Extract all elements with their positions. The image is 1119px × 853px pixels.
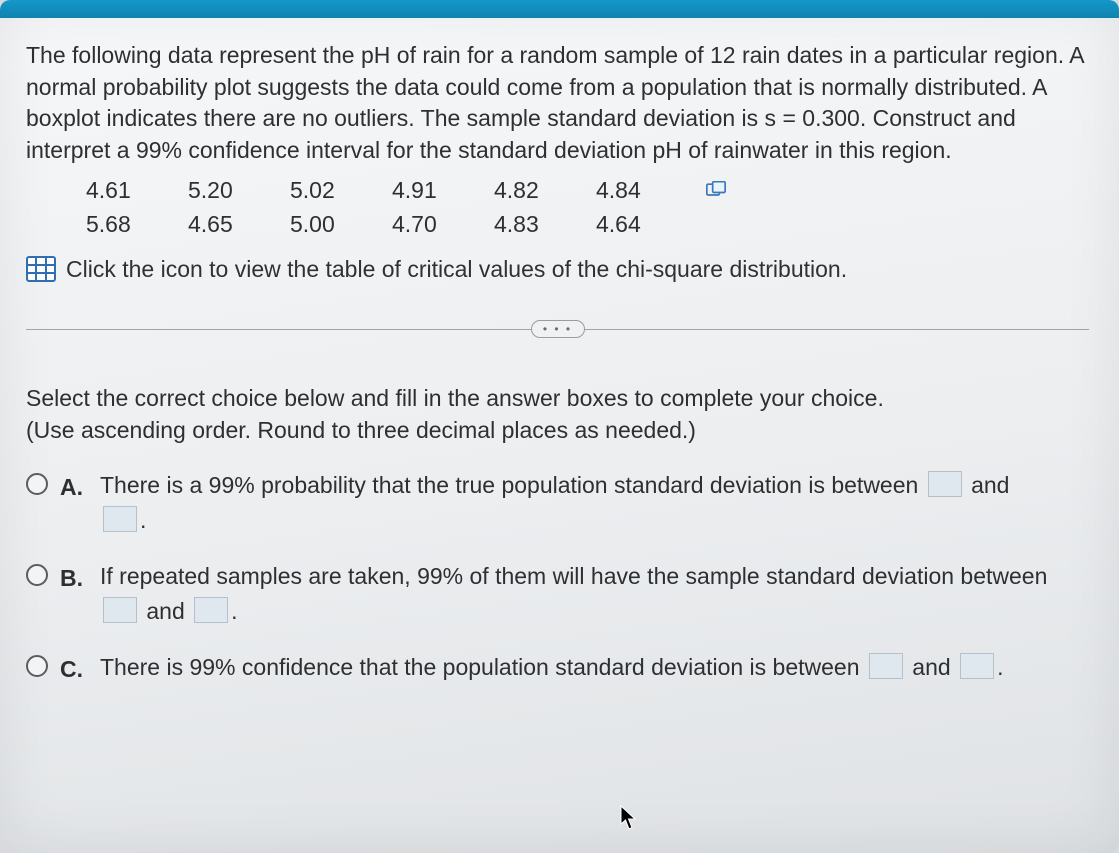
answer-blank[interactable] bbox=[103, 597, 137, 623]
radio-b[interactable] bbox=[26, 564, 48, 586]
chi-square-table-link[interactable]: Click the icon to view the table of crit… bbox=[26, 256, 1089, 283]
data-cell: 4.70 bbox=[392, 207, 450, 242]
instruction-line-1: Select the correct choice below and fill… bbox=[26, 383, 1089, 415]
data-row-2: 5.68 4.65 5.00 4.70 4.83 4.64 bbox=[86, 207, 1089, 242]
data-cell: 4.61 bbox=[86, 173, 144, 208]
window-topbar bbox=[0, 0, 1119, 18]
data-values-block: 4.61 5.20 5.02 4.91 4.82 4.84 5.68 4.65 … bbox=[86, 173, 1089, 242]
question-panel: The following data represent the pH of r… bbox=[0, 0, 1119, 853]
choice-a-post: . bbox=[140, 507, 146, 533]
choice-b-text: If repeated samples are taken, 99% of th… bbox=[100, 559, 1089, 628]
choice-c-text: There is 99% confidence that the populat… bbox=[100, 650, 1089, 685]
answer-blank[interactable] bbox=[869, 653, 903, 679]
data-cell: 5.20 bbox=[188, 173, 246, 208]
data-cell: 5.02 bbox=[290, 173, 348, 208]
answer-blank[interactable] bbox=[103, 506, 137, 532]
mouse-cursor-icon bbox=[620, 805, 638, 831]
data-cell: 4.84 bbox=[596, 173, 654, 208]
question-prompt: The following data represent the pH of r… bbox=[26, 40, 1089, 167]
answer-blank[interactable] bbox=[194, 597, 228, 623]
choice-b[interactable]: B. If repeated samples are taken, 99% of… bbox=[26, 559, 1089, 628]
choice-a-letter: A. bbox=[60, 470, 88, 505]
data-cell: 4.82 bbox=[494, 173, 552, 208]
radio-a[interactable] bbox=[26, 473, 48, 495]
choice-a-text: There is a 99% probability that the true… bbox=[100, 468, 1089, 537]
data-cell: 4.83 bbox=[494, 207, 552, 242]
choice-b-letter: B. bbox=[60, 561, 88, 596]
choice-b-pre: If repeated samples are taken, 99% of th… bbox=[100, 563, 1047, 589]
choice-c[interactable]: C. There is 99% confidence that the popu… bbox=[26, 650, 1089, 687]
choice-a[interactable]: A. There is a 99% probability that the t… bbox=[26, 468, 1089, 537]
separator-expand-button[interactable]: • • • bbox=[531, 320, 585, 338]
dots-icon: • • • bbox=[543, 323, 572, 335]
answer-blank[interactable] bbox=[960, 653, 994, 679]
table-icon bbox=[26, 256, 56, 282]
popout-icon[interactable] bbox=[706, 173, 726, 208]
data-cell: 4.64 bbox=[596, 207, 654, 242]
answer-blank[interactable] bbox=[928, 471, 962, 497]
choice-c-letter: C. bbox=[60, 652, 88, 687]
radio-c[interactable] bbox=[26, 655, 48, 677]
choice-c-post: . bbox=[997, 654, 1003, 680]
choice-b-post: . bbox=[231, 598, 237, 624]
chi-square-link-text: Click the icon to view the table of crit… bbox=[66, 256, 847, 283]
choice-a-pre: There is a 99% probability that the true… bbox=[100, 472, 925, 498]
answer-choices: A. There is a 99% probability that the t… bbox=[26, 468, 1089, 687]
answer-instructions: Select the correct choice below and fill… bbox=[26, 383, 1089, 446]
data-cell: 4.91 bbox=[392, 173, 450, 208]
data-row-1: 4.61 5.20 5.02 4.91 4.82 4.84 bbox=[86, 173, 1089, 208]
data-cell: 5.00 bbox=[290, 207, 348, 242]
choice-b-mid: and bbox=[140, 598, 191, 624]
data-cell: 4.65 bbox=[188, 207, 246, 242]
data-cell: 5.68 bbox=[86, 207, 144, 242]
question-content: The following data represent the pH of r… bbox=[0, 18, 1119, 697]
choice-c-pre: There is 99% confidence that the populat… bbox=[100, 654, 866, 680]
choice-c-mid: and bbox=[906, 654, 957, 680]
section-separator: • • • bbox=[26, 317, 1089, 343]
choice-a-mid: and bbox=[965, 472, 1010, 498]
instruction-line-2: (Use ascending order. Round to three dec… bbox=[26, 415, 1089, 447]
